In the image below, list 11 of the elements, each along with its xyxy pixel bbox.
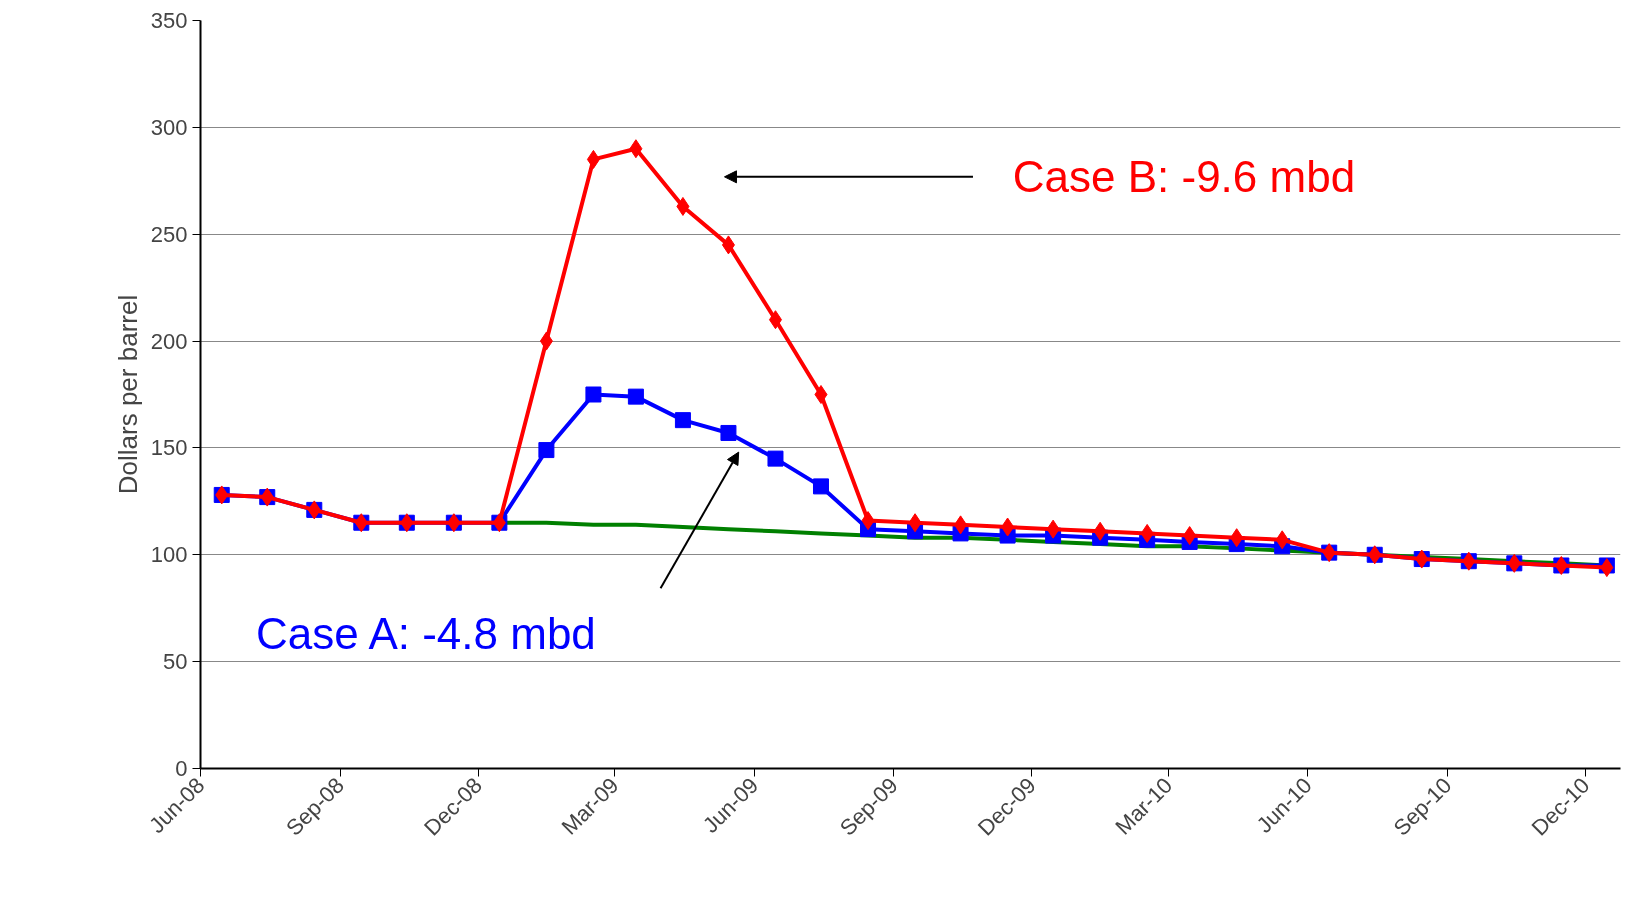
y-tick-label: 300 bbox=[150, 114, 188, 140]
y-tick-label: 100 bbox=[150, 542, 188, 568]
annotation: Case A: -4.8 mbd bbox=[255, 608, 596, 658]
y-axis-title: Dollars per barrel bbox=[112, 294, 143, 495]
y-tick-label: 200 bbox=[150, 328, 188, 354]
y-tick-label: 350 bbox=[150, 8, 188, 33]
y-tick-label: 250 bbox=[150, 221, 188, 247]
y-tick-label: 150 bbox=[150, 435, 188, 461]
annotation: Case B: -9.6 mbd bbox=[1012, 152, 1356, 202]
y-tick-label: 50 bbox=[163, 649, 188, 675]
y-tick-label: 0 bbox=[175, 756, 188, 781]
